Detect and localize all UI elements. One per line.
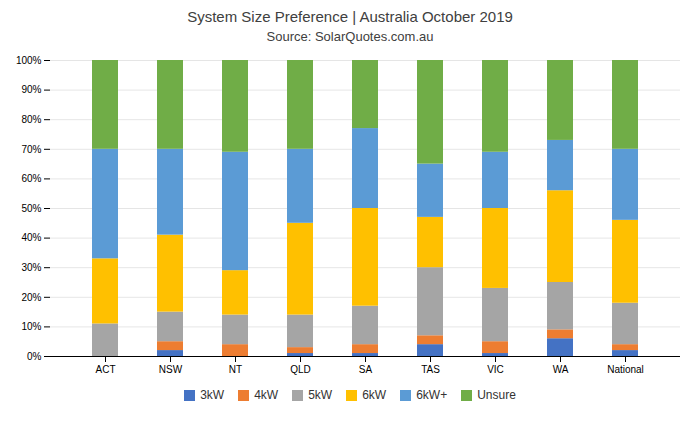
svg-text:TAS: TAS [421,364,440,375]
svg-text:NT: NT [229,364,242,375]
svg-text:ACT: ACT [96,364,116,375]
html-text:4kW: 4kW [254,388,279,402]
svg-text:20%: 20% [21,292,41,303]
svg-text:90%: 90% [21,84,41,95]
html-text:Unsure: Unsure [477,388,516,402]
svg-text:NSW: NSW [159,364,183,375]
svg-text:National: National [607,364,644,375]
html-text:System Size Preference | Austr: System Size Preference | Australia Octob… [187,8,513,25]
svg-text:50%: 50% [21,203,41,214]
svg-text:WA: WA [553,364,569,375]
svg-text:SA: SA [359,364,373,375]
html-text:6kW: 6kW [362,388,387,402]
svg-text:VIC: VIC [487,364,504,375]
svg-text:60%: 60% [21,173,41,184]
svg-text:30%: 30% [21,262,41,273]
svg-text:100%: 100% [16,55,42,66]
html-text:Source: SolarQuotes.com.au: Source: SolarQuotes.com.au [266,29,434,44]
svg-text:QLD: QLD [290,364,311,375]
svg-text:70%: 70% [21,144,41,155]
html-text:3kW: 3kW [200,388,225,402]
svg-text:10%: 10% [21,321,41,332]
svg-text:80%: 80% [21,114,41,125]
svg-text:0%: 0% [27,351,42,362]
html-text:6kW+: 6kW+ [416,388,448,402]
svg-text:40%: 40% [21,232,41,243]
html-text:5kW: 5kW [308,388,333,402]
